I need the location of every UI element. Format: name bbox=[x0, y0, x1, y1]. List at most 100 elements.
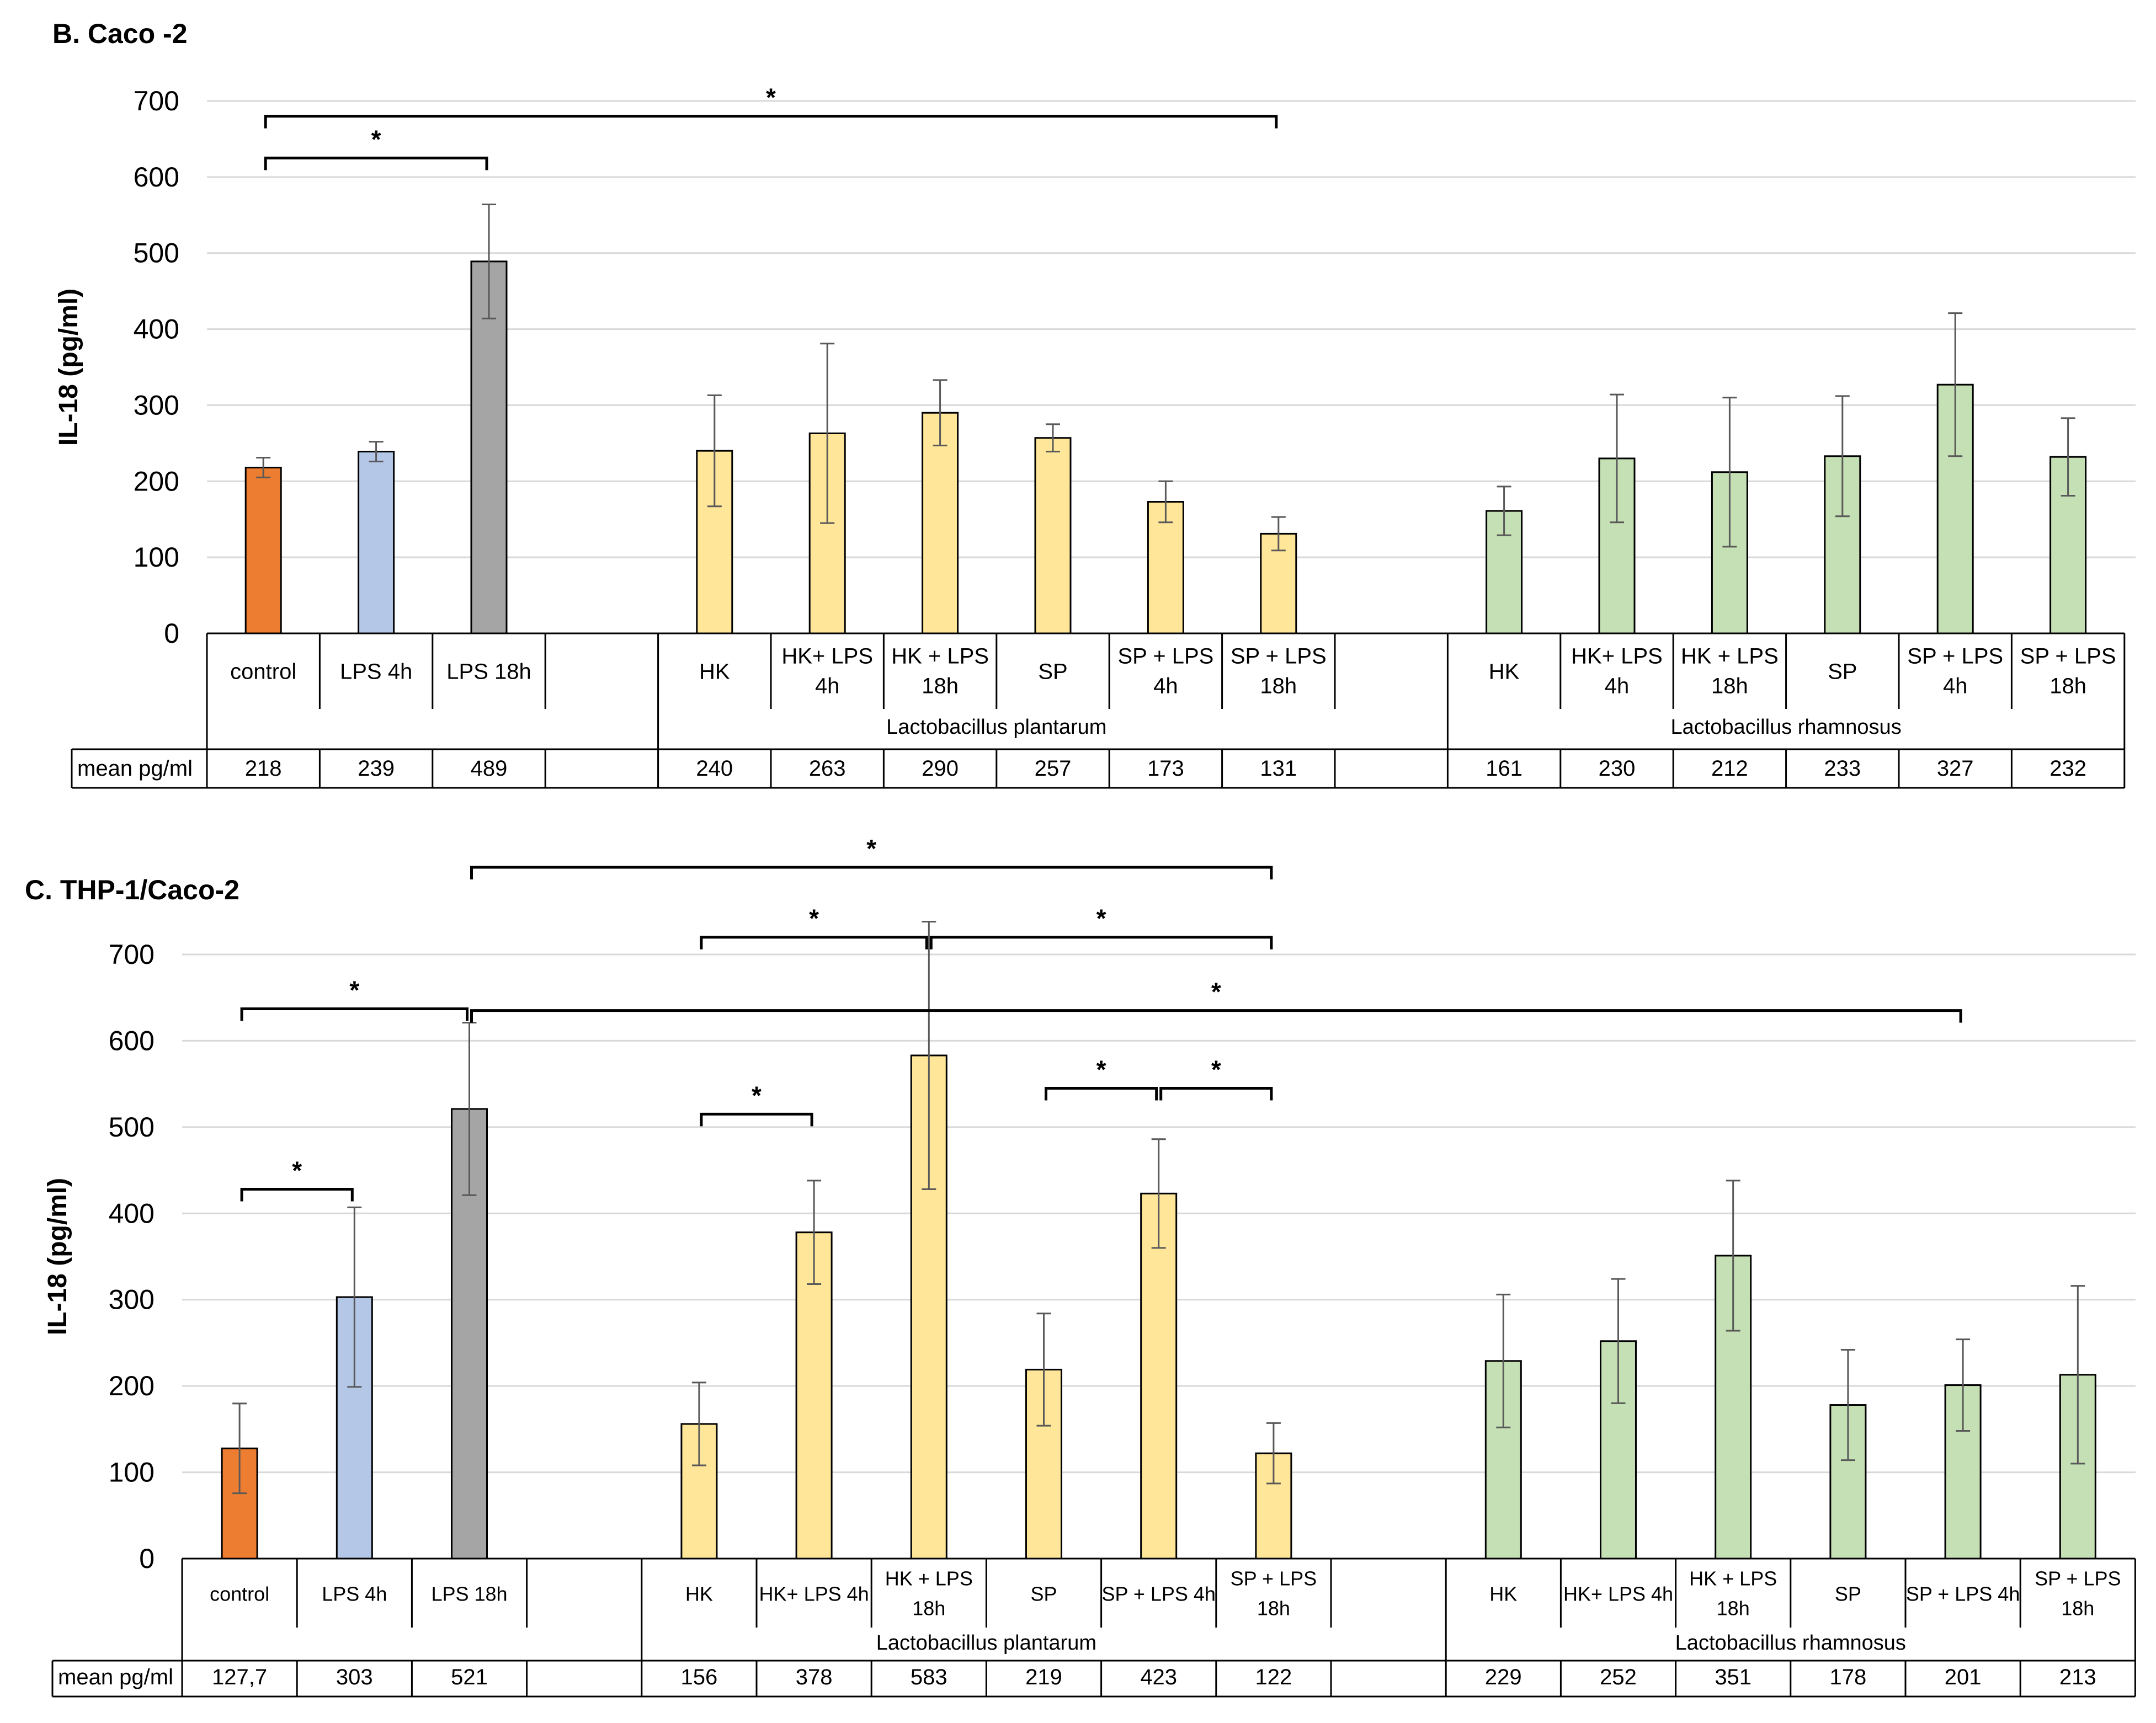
mean-value: 252 bbox=[1600, 1665, 1637, 1689]
mean-value: 213 bbox=[2059, 1665, 2096, 1689]
significance-star: * bbox=[292, 1156, 302, 1185]
mean-value: 521 bbox=[451, 1665, 488, 1689]
bar-LPS 18h bbox=[470, 260, 508, 634]
category-label: LPS 18h bbox=[431, 1583, 507, 1605]
chart-panel-thp1-caco2: C. THP-1/Caco-2 0 100 200 300 400 500 600 700 IL-… bbox=[25, 834, 2136, 1698]
category-label: control bbox=[230, 660, 296, 684]
category-label: 18h bbox=[922, 674, 959, 698]
panel-title: B. Caco -2 bbox=[52, 18, 188, 49]
significance-bracket bbox=[700, 936, 928, 949]
category-label: SP bbox=[1030, 1583, 1057, 1605]
y-tick-label: 100 bbox=[109, 1457, 155, 1488]
y-tick-label: 700 bbox=[109, 939, 155, 970]
mean-value: 229 bbox=[1485, 1665, 1522, 1689]
significance-bracket bbox=[1045, 1086, 1158, 1101]
mean-value: 173 bbox=[1147, 756, 1184, 781]
category-label: HK + LPS bbox=[1689, 1567, 1777, 1590]
category-label: SP + LPS bbox=[1117, 644, 1213, 669]
y-tick-label: 600 bbox=[134, 162, 179, 193]
category-label: 4h bbox=[1605, 674, 1630, 698]
significance-star: * bbox=[752, 1081, 762, 1109]
mean-value: 351 bbox=[1715, 1665, 1752, 1689]
category-label: HK + LPS bbox=[1681, 644, 1779, 669]
y-tick-label: 500 bbox=[109, 1112, 155, 1143]
y-tick-label: 400 bbox=[134, 314, 179, 345]
category-label: SP + LPS bbox=[1907, 644, 2003, 669]
mean-value: 161 bbox=[1486, 756, 1522, 781]
category-label: SP bbox=[1835, 1583, 1861, 1605]
category-label: 18h bbox=[1257, 1597, 1290, 1620]
y-tick-label: 0 bbox=[164, 618, 179, 649]
significance-star: * bbox=[349, 976, 359, 1005]
significance-star: * bbox=[1096, 904, 1106, 933]
mean-value: 219 bbox=[1025, 1665, 1062, 1689]
bar-SP + LPS 18h bbox=[2059, 1374, 2096, 1560]
mean-value: 489 bbox=[471, 756, 508, 781]
mean-row-label: mean pg/ml bbox=[77, 756, 193, 781]
category-label: HK+ LPS bbox=[1571, 644, 1663, 669]
chart-panel-caco2: B. Caco -2 0 100 200 300 400 500 600 700 IL-18 (p… bbox=[52, 18, 2136, 789]
significance-bracket bbox=[929, 936, 1273, 949]
bar-LPS 4h bbox=[336, 1296, 373, 1560]
y-tick-label: 400 bbox=[109, 1198, 155, 1229]
mean-value: 218 bbox=[245, 756, 282, 781]
significance-star: * bbox=[866, 834, 876, 863]
category-label: HK+ LPS 4h bbox=[759, 1583, 869, 1605]
category-label: control bbox=[210, 1583, 269, 1605]
category-label: SP + LPS bbox=[2020, 644, 2116, 669]
significance-bracket bbox=[240, 1187, 354, 1202]
mean-value: 212 bbox=[1711, 756, 1748, 781]
significance-star: * bbox=[1096, 1055, 1106, 1084]
group-label: Lactobacillus rhamnosus bbox=[1675, 1631, 1906, 1655]
mean-value: 327 bbox=[1937, 756, 1974, 781]
category-label: 18h bbox=[1717, 1597, 1750, 1620]
category-label: SP bbox=[1828, 660, 1857, 684]
mean-value: 201 bbox=[1945, 1665, 1982, 1689]
bar-HK + LPS 18h bbox=[922, 412, 959, 634]
category-label: SP + LPS bbox=[1231, 644, 1327, 669]
mean-value: 131 bbox=[1260, 756, 1297, 781]
y-tick-label: 600 bbox=[109, 1025, 155, 1056]
significance-bracket bbox=[1159, 1086, 1273, 1101]
group-label: Lactobacillus plantarum bbox=[886, 716, 1106, 739]
mean-value: 127,7 bbox=[212, 1665, 267, 1689]
significance-star: * bbox=[1211, 978, 1221, 1006]
category-label: HK bbox=[1489, 660, 1520, 684]
significance-bracket bbox=[264, 156, 488, 170]
mean-value: 240 bbox=[696, 756, 733, 781]
group-label: Lactobacillus rhamnosus bbox=[1670, 716, 1901, 739]
category-label: 18h bbox=[1711, 674, 1748, 698]
significance-bracket bbox=[240, 1007, 469, 1021]
category-label: LPS 4h bbox=[340, 660, 412, 684]
category-label: HK bbox=[699, 660, 730, 684]
mean-value: 263 bbox=[809, 756, 846, 781]
mean-value: 378 bbox=[796, 1665, 833, 1689]
y-tick-label: 700 bbox=[134, 86, 179, 116]
significance-bracket bbox=[470, 1009, 1962, 1023]
category-label: 18h bbox=[2049, 674, 2086, 698]
category-label: 4h bbox=[1153, 674, 1178, 698]
mean-value: 290 bbox=[922, 756, 959, 781]
mean-value: 122 bbox=[1255, 1665, 1292, 1689]
y-tick-label: 300 bbox=[134, 390, 179, 420]
category-label: HK bbox=[685, 1583, 713, 1605]
category-label: SP bbox=[1038, 660, 1067, 684]
panel-title: C. THP-1/Caco-2 bbox=[25, 874, 239, 905]
y-tick-label: 0 bbox=[139, 1543, 155, 1574]
category-label: SP + LPS bbox=[1231, 1567, 1317, 1590]
category-label: HK + LPS bbox=[891, 644, 989, 669]
mean-value: 239 bbox=[358, 756, 395, 781]
mean-value: 257 bbox=[1035, 756, 1072, 781]
y-tick-label: 500 bbox=[134, 238, 179, 269]
category-label: SP + LPS 4h bbox=[1101, 1583, 1216, 1605]
y-axis-label: IL-18 (pg/ml) bbox=[43, 1178, 72, 1335]
mean-value: 232 bbox=[2049, 756, 2086, 781]
bar-control bbox=[244, 466, 282, 634]
bar-SP bbox=[1034, 437, 1072, 634]
significance-star: * bbox=[766, 83, 776, 112]
category-label: HK bbox=[1489, 1583, 1517, 1605]
mean-value: 156 bbox=[681, 1665, 718, 1689]
mean-value: 423 bbox=[1140, 1665, 1177, 1689]
bar-LPS 4h bbox=[358, 451, 395, 634]
